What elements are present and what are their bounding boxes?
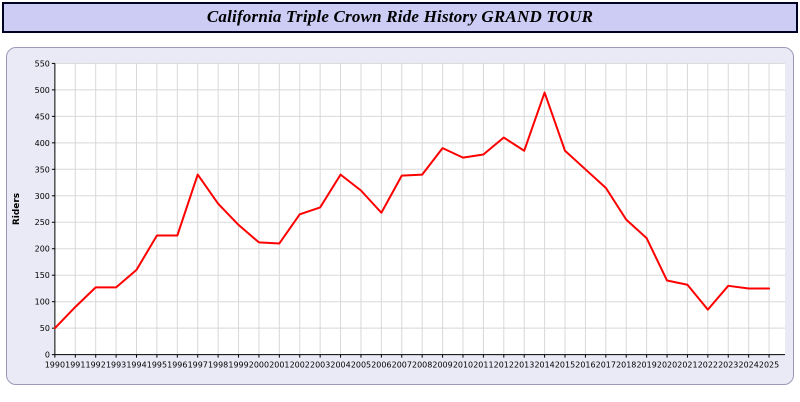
svg-text:2018: 2018 xyxy=(616,361,636,370)
svg-text:1999: 1999 xyxy=(228,361,248,370)
svg-text:2017: 2017 xyxy=(596,361,616,370)
svg-text:2006: 2006 xyxy=(371,361,391,370)
svg-text:2014: 2014 xyxy=(534,361,554,370)
svg-text:2004: 2004 xyxy=(330,361,350,370)
svg-text:Riders: Riders xyxy=(12,193,22,225)
svg-text:1992: 1992 xyxy=(86,361,106,370)
svg-text:2001: 2001 xyxy=(269,361,289,370)
svg-text:2024: 2024 xyxy=(739,361,759,370)
page: California Triple Crown Ride History GRA… xyxy=(0,2,800,385)
svg-text:2008: 2008 xyxy=(412,361,432,370)
svg-text:100: 100 xyxy=(35,298,50,307)
svg-text:2021: 2021 xyxy=(677,361,697,370)
svg-text:2009: 2009 xyxy=(432,361,452,370)
svg-text:2025: 2025 xyxy=(759,361,779,370)
svg-text:450: 450 xyxy=(35,112,50,121)
svg-text:350: 350 xyxy=(35,165,50,174)
svg-text:150: 150 xyxy=(35,271,50,280)
svg-text:2003: 2003 xyxy=(310,361,330,370)
svg-text:1993: 1993 xyxy=(106,361,126,370)
svg-text:1990: 1990 xyxy=(45,361,65,370)
svg-text:2023: 2023 xyxy=(718,361,738,370)
svg-text:300: 300 xyxy=(35,192,50,201)
svg-text:0: 0 xyxy=(45,351,50,360)
svg-text:1997: 1997 xyxy=(188,361,208,370)
svg-text:2000: 2000 xyxy=(249,361,269,370)
svg-text:2002: 2002 xyxy=(290,361,310,370)
svg-text:50: 50 xyxy=(40,324,50,333)
svg-text:1996: 1996 xyxy=(167,361,187,370)
svg-text:250: 250 xyxy=(35,218,50,227)
svg-text:1994: 1994 xyxy=(126,361,146,370)
svg-text:2016: 2016 xyxy=(575,361,595,370)
svg-text:2022: 2022 xyxy=(698,361,718,370)
svg-text:1995: 1995 xyxy=(147,361,167,370)
svg-text:1991: 1991 xyxy=(65,361,85,370)
svg-text:1998: 1998 xyxy=(208,361,228,370)
svg-text:500: 500 xyxy=(35,86,50,95)
svg-text:2010: 2010 xyxy=(453,361,473,370)
svg-text:2015: 2015 xyxy=(555,361,575,370)
svg-text:2007: 2007 xyxy=(392,361,412,370)
svg-text:2005: 2005 xyxy=(351,361,371,370)
title-bar: California Triple Crown Ride History GRA… xyxy=(2,2,798,33)
svg-text:2013: 2013 xyxy=(514,361,534,370)
svg-text:400: 400 xyxy=(35,139,50,148)
svg-text:2019: 2019 xyxy=(636,361,656,370)
svg-text:2012: 2012 xyxy=(494,361,514,370)
chart-panel: 0 50 100 150 200 250 300 350 400 450 500 550 1990 199… xyxy=(6,47,794,385)
page-title: California Triple Crown Ride History GRA… xyxy=(206,7,594,26)
svg-text:2011: 2011 xyxy=(473,361,493,370)
svg-text:2020: 2020 xyxy=(657,361,677,370)
svg-text:550: 550 xyxy=(35,59,50,68)
svg-text:200: 200 xyxy=(35,245,50,254)
